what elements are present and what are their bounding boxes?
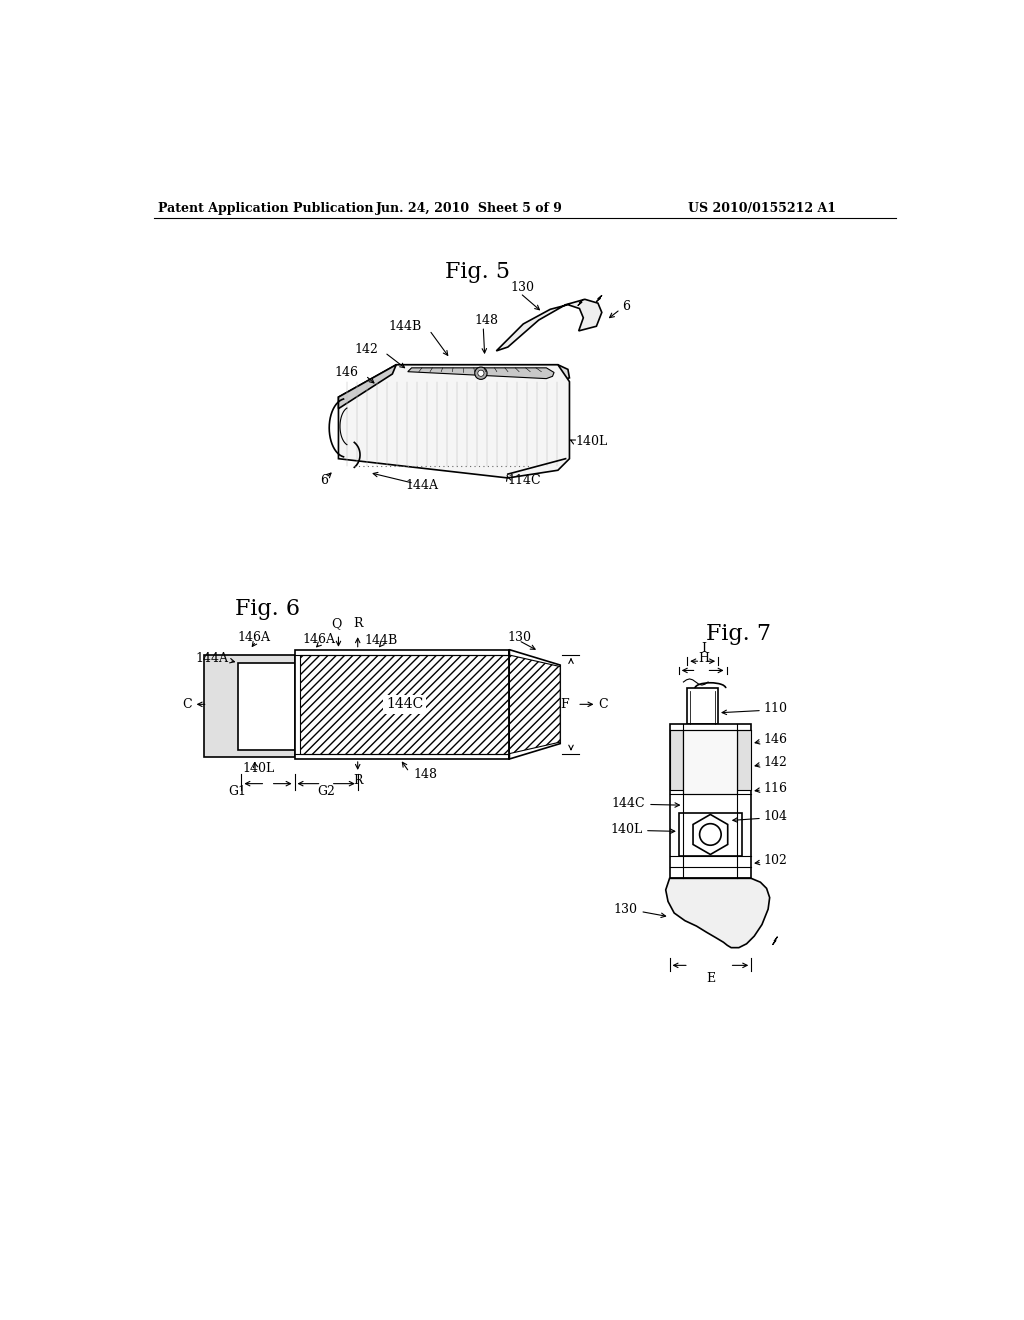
Polygon shape <box>300 655 509 754</box>
Circle shape <box>478 370 484 376</box>
Text: 144B: 144B <box>365 634 397 647</box>
Polygon shape <box>687 688 718 725</box>
Text: 144A: 144A <box>196 652 228 665</box>
Text: 144C: 144C <box>386 697 423 711</box>
Text: 146A: 146A <box>303 634 336 647</box>
Text: 144A: 144A <box>406 479 438 492</box>
Polygon shape <box>392 364 569 381</box>
Text: 148: 148 <box>414 768 438 781</box>
Circle shape <box>699 824 721 845</box>
Text: C: C <box>182 698 191 711</box>
Polygon shape <box>205 655 295 758</box>
Text: 110: 110 <box>764 702 787 715</box>
Text: 102: 102 <box>764 854 787 867</box>
Text: 104: 104 <box>764 810 787 824</box>
Text: 130: 130 <box>613 903 637 916</box>
Text: 144B: 144B <box>388 319 422 333</box>
Text: 146A: 146A <box>238 631 270 644</box>
Polygon shape <box>339 364 396 409</box>
Text: 144C: 144C <box>611 797 645 810</box>
Polygon shape <box>408 368 554 379</box>
Text: H: H <box>698 652 710 665</box>
Text: Patent Application Publication: Patent Application Publication <box>158 202 373 215</box>
Text: 114C: 114C <box>508 474 542 487</box>
Text: 146: 146 <box>764 733 787 746</box>
Text: 6: 6 <box>622 300 630 313</box>
Text: US 2010/0155212 A1: US 2010/0155212 A1 <box>688 202 836 215</box>
Text: 116: 116 <box>764 781 787 795</box>
Text: 148: 148 <box>475 314 499 326</box>
Text: 140L: 140L <box>243 762 274 775</box>
Text: Fig. 6: Fig. 6 <box>236 598 300 620</box>
Polygon shape <box>670 730 683 789</box>
Text: I: I <box>701 642 707 655</box>
Text: E: E <box>706 973 715 985</box>
Text: 130: 130 <box>508 631 531 644</box>
Text: 146: 146 <box>335 366 358 379</box>
Text: 130: 130 <box>510 281 535 294</box>
Text: C: C <box>599 698 608 711</box>
Text: R: R <box>353 775 362 788</box>
Text: Fig. 5: Fig. 5 <box>444 261 510 284</box>
Polygon shape <box>295 649 509 759</box>
Text: 140L: 140L <box>575 436 608 449</box>
Text: 142: 142 <box>354 343 379 356</box>
Polygon shape <box>670 725 752 878</box>
Text: 140L: 140L <box>610 824 643 837</box>
Text: Fig. 7: Fig. 7 <box>707 623 771 645</box>
Text: Q: Q <box>332 616 342 630</box>
Text: 142: 142 <box>764 756 787 770</box>
Polygon shape <box>509 649 560 759</box>
Circle shape <box>475 367 487 379</box>
Text: G1: G1 <box>227 785 246 797</box>
Polygon shape <box>239 663 295 750</box>
Text: R: R <box>353 616 362 630</box>
Text: Jun. 24, 2010  Sheet 5 of 9: Jun. 24, 2010 Sheet 5 of 9 <box>376 202 563 215</box>
Text: G2: G2 <box>317 785 335 797</box>
Polygon shape <box>737 730 752 789</box>
Polygon shape <box>509 655 560 754</box>
Text: 6: 6 <box>321 474 329 487</box>
Polygon shape <box>693 814 728 854</box>
Polygon shape <box>683 730 737 793</box>
Text: F: F <box>560 698 568 711</box>
Polygon shape <box>339 364 569 478</box>
Polygon shape <box>666 878 770 948</box>
Polygon shape <box>497 300 602 351</box>
